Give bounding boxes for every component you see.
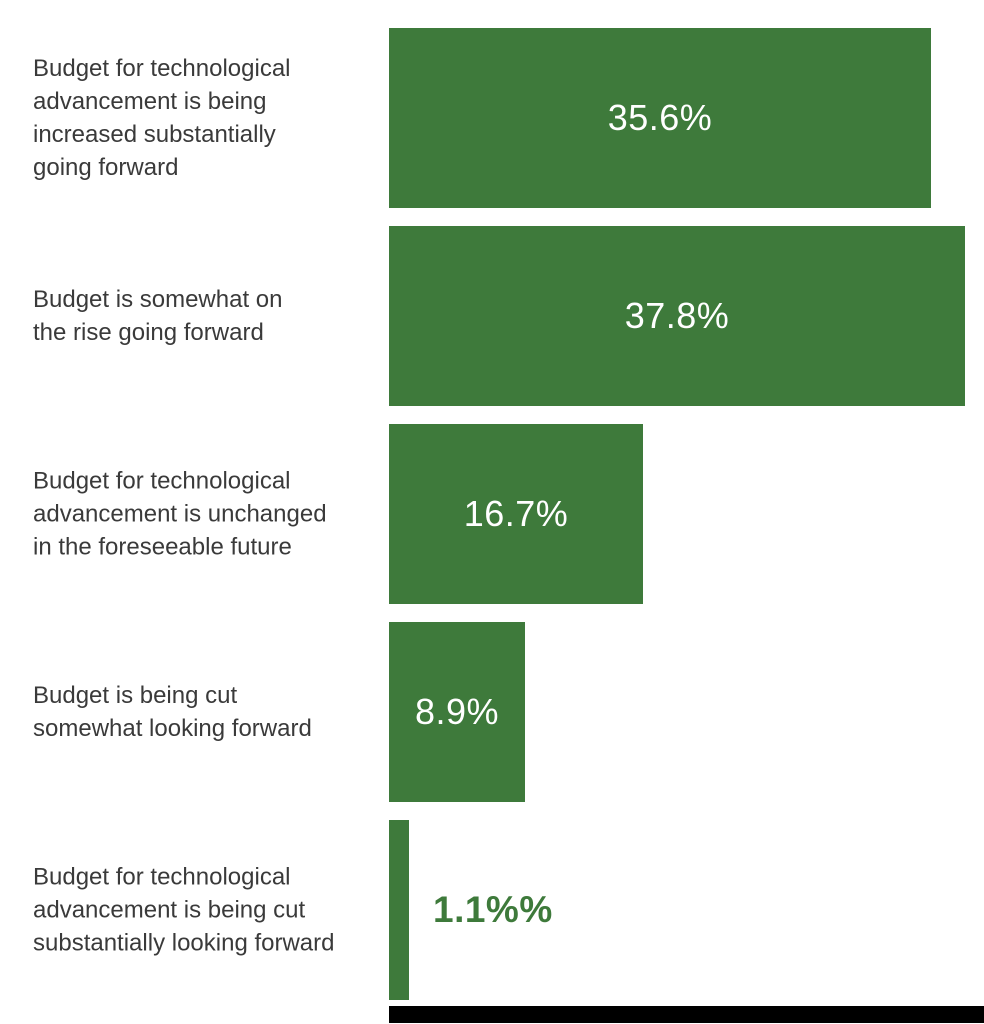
value-label: 37.8% bbox=[624, 295, 730, 336]
value-label: 1.1%% bbox=[433, 889, 553, 930]
category-label: Budget for technological advancement is … bbox=[33, 467, 327, 561]
bottom-axis-strip bbox=[389, 1006, 984, 1023]
value-label: 16.7% bbox=[463, 493, 569, 534]
chart-row-increased-substantially: Budget for technological advancement is … bbox=[0, 28, 984, 208]
chart-row-cut-somewhat: Budget is being cut somewhat looking for… bbox=[0, 622, 984, 802]
category-label: Budget for technological advancement is … bbox=[33, 863, 335, 957]
bar-increased-substantially: 35.6% bbox=[389, 28, 931, 208]
chart-row-somewhat-rise: Budget is somewhat on the rise going for… bbox=[0, 226, 984, 406]
category-label: Budget for technological advancement is … bbox=[33, 55, 291, 181]
category-label: Budget is being cut somewhat looking for… bbox=[33, 682, 312, 742]
value-label: 8.9% bbox=[414, 691, 500, 732]
bar-cut-somewhat: 8.9% bbox=[389, 622, 525, 802]
chart-row-unchanged: Budget for technological advancement is … bbox=[0, 424, 984, 604]
bar-cut-substantially: 1.1%% bbox=[389, 820, 552, 1000]
bar-unchanged: 16.7% bbox=[389, 424, 643, 604]
chart-row-cut-substantially: Budget for technological advancement is … bbox=[0, 820, 984, 1000]
bar-somewhat-rise: 37.8% bbox=[389, 226, 965, 406]
value-label: 35.6% bbox=[607, 97, 713, 138]
category-label: Budget is somewhat on the rise going for… bbox=[33, 286, 283, 346]
